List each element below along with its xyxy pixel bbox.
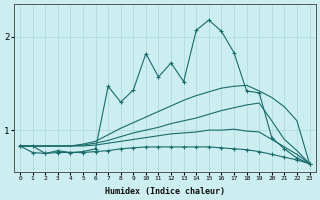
X-axis label: Humidex (Indice chaleur): Humidex (Indice chaleur): [105, 187, 225, 196]
